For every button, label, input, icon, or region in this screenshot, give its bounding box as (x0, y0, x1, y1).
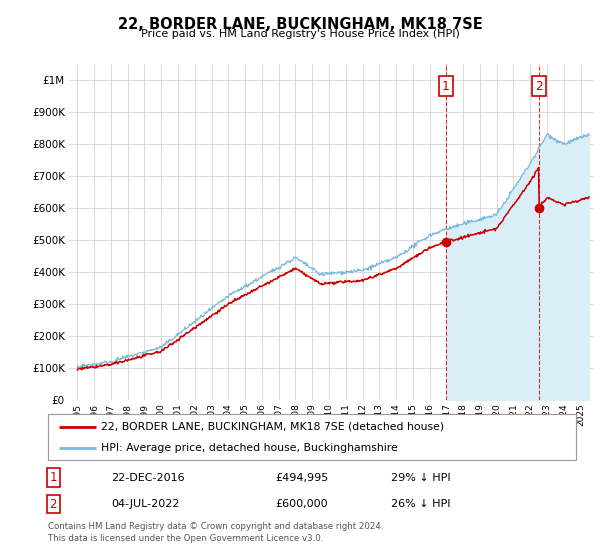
Text: 22, BORDER LANE, BUCKINGHAM, MK18 7SE (detached house): 22, BORDER LANE, BUCKINGHAM, MK18 7SE (d… (101, 422, 444, 432)
Text: 26% ↓ HPI: 26% ↓ HPI (391, 499, 451, 509)
Text: 29% ↓ HPI: 29% ↓ HPI (391, 473, 451, 483)
Text: Price paid vs. HM Land Registry's House Price Index (HPI): Price paid vs. HM Land Registry's House … (140, 29, 460, 39)
Text: 2: 2 (535, 80, 542, 92)
Text: £494,995: £494,995 (275, 473, 328, 483)
Text: 1: 1 (442, 80, 450, 92)
Text: 22-DEC-2016: 22-DEC-2016 (112, 473, 185, 483)
Text: 04-JUL-2022: 04-JUL-2022 (112, 499, 180, 509)
Text: £600,000: £600,000 (275, 499, 328, 509)
Text: Contains HM Land Registry data © Crown copyright and database right 2024.
This d: Contains HM Land Registry data © Crown c… (48, 522, 383, 543)
Text: 2: 2 (50, 498, 57, 511)
Text: HPI: Average price, detached house, Buckinghamshire: HPI: Average price, detached house, Buck… (101, 443, 398, 453)
Text: 1: 1 (50, 471, 57, 484)
FancyBboxPatch shape (48, 414, 576, 460)
Text: 22, BORDER LANE, BUCKINGHAM, MK18 7SE: 22, BORDER LANE, BUCKINGHAM, MK18 7SE (118, 17, 482, 32)
